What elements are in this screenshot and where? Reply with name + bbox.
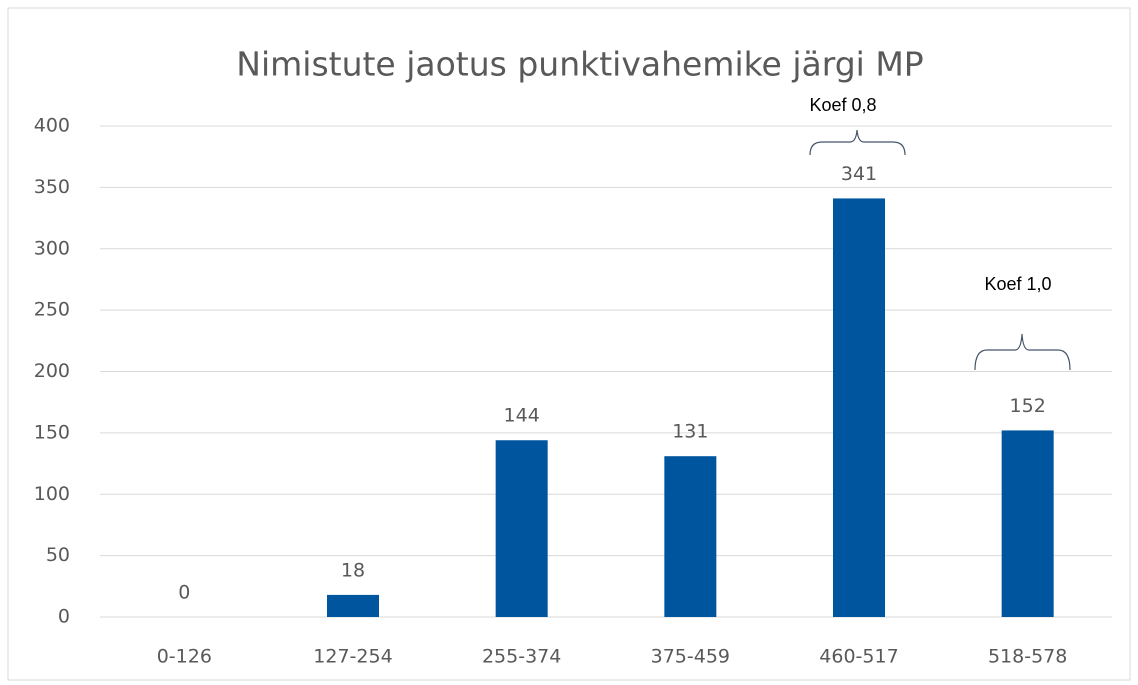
bar	[1001, 430, 1054, 617]
bar	[495, 440, 548, 617]
y-tick-label: 350	[34, 176, 70, 198]
chart-title: Nimistute jaotus punktivahemike järgi MP	[236, 45, 923, 84]
y-tick-label: 150	[34, 421, 70, 443]
x-tick-label: 375-459	[651, 646, 730, 668]
data-label: 0	[178, 582, 190, 604]
brace	[974, 333, 1071, 371]
x-tick-label: 127-254	[313, 646, 392, 668]
data-label: 152	[1010, 395, 1046, 417]
y-tick-label: 300	[34, 237, 70, 259]
data-label: 18	[341, 559, 365, 581]
x-tick-label: 0-126	[157, 646, 212, 668]
y-tick-label: 400	[34, 115, 70, 137]
data-label: 341	[841, 163, 877, 185]
bar	[664, 456, 717, 617]
y-tick-label: 200	[34, 360, 70, 382]
x-tick-label: 255-374	[482, 646, 561, 668]
data-label: 131	[672, 421, 708, 443]
y-tick-label: 100	[34, 483, 70, 505]
bar	[327, 594, 379, 617]
annotation: Koef 0,8	[809, 95, 876, 115]
y-tick-label: 250	[34, 299, 70, 321]
x-tick-label: 518-578	[988, 646, 1067, 668]
chart-border	[7, 7, 1131, 681]
bar	[833, 198, 885, 618]
annotation: Koef 1,0	[984, 274, 1051, 294]
x-tick-label: 460-517	[819, 646, 898, 668]
y-tick-label: 0	[58, 606, 70, 628]
data-label: 144	[504, 405, 540, 427]
brace	[809, 129, 906, 156]
y-tick-label: 50	[46, 544, 70, 566]
